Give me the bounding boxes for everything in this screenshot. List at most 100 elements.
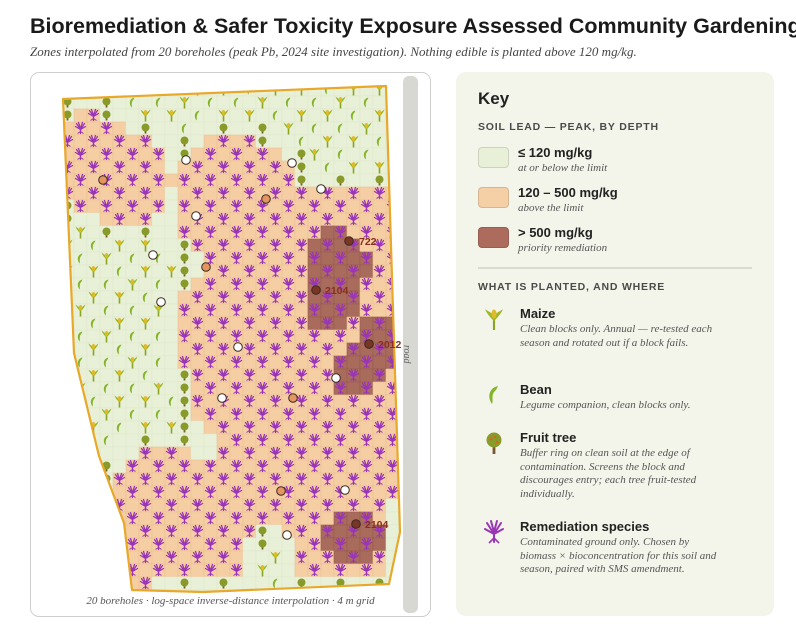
soil-grid-cell <box>73 264 88 279</box>
soil-grid-cell <box>372 251 387 266</box>
soil-grid-cell <box>138 381 153 396</box>
soil-grid-cell <box>164 342 179 357</box>
soil-grid-cell <box>190 199 205 214</box>
soil-grid-cell <box>242 303 257 318</box>
soil-grid-cell <box>86 537 101 552</box>
soil-grid-cell <box>73 134 88 149</box>
maize-icon <box>63 394 74 409</box>
remediation-species-icon <box>63 524 74 538</box>
soil-grid-cell <box>333 86 348 97</box>
soil-grid-cell <box>63 420 75 435</box>
soil-grid-cell <box>268 459 283 474</box>
soil-grid-cell <box>359 95 374 110</box>
soil-grid-cell <box>294 511 309 526</box>
soil-grid-cell <box>294 355 309 370</box>
soil-grid-cell <box>63 524 75 539</box>
soil-grid-cell <box>73 316 88 331</box>
soil-grid-cell <box>73 537 88 552</box>
soil-grid-cell <box>320 563 335 578</box>
soil-grid-cell <box>346 563 361 578</box>
soil-grid-cell <box>203 472 218 487</box>
soil-grid-cell <box>99 186 114 201</box>
soil-grid-cell <box>190 329 205 344</box>
soil-grid-cell <box>333 524 348 539</box>
soil-grid-cell <box>203 186 218 201</box>
remediation-species-icon <box>113 550 126 564</box>
soil-grid-cell <box>372 95 387 110</box>
soil-grid-cell <box>216 381 231 396</box>
soil-grid-cell <box>268 121 283 136</box>
soil-grid-cell <box>385 550 400 565</box>
soil-grid-cell <box>203 160 218 175</box>
swatch-priority <box>478 227 509 248</box>
soil-grid-cell <box>112 329 127 344</box>
soil-grid-cell <box>385 368 400 383</box>
soil-grid-cell <box>190 446 205 461</box>
soil-grid-cell <box>346 407 361 422</box>
soil-grid-cell <box>177 550 192 565</box>
soil-grid-cell <box>281 95 296 110</box>
borehole-marker <box>311 285 321 295</box>
soil-grid-cell <box>216 485 231 500</box>
soil-grid-cell <box>177 498 192 513</box>
soil-grid-cell <box>63 121 75 136</box>
soil-grid-cell <box>112 277 127 292</box>
soil-grid-cell <box>63 238 75 253</box>
soil-grid-cell <box>63 472 75 487</box>
remediation-species-icon <box>87 550 100 564</box>
soil-grid-cell <box>268 524 283 539</box>
soil-grid-cell <box>281 342 296 357</box>
site-boundary <box>61 84 402 594</box>
soil-grid-cell <box>190 433 205 448</box>
soil-grid-cell <box>255 446 270 461</box>
soil-grid-cell <box>99 212 114 227</box>
borehole-marker <box>148 250 158 260</box>
soil-grid-cell <box>86 199 101 214</box>
soil-grid-cell <box>99 368 114 383</box>
soil-grid-cell <box>151 446 166 461</box>
soil-grid-cell <box>203 420 218 435</box>
borehole-marker <box>233 342 243 352</box>
soil-grid-cell <box>63 498 75 513</box>
soil-grid-cell <box>164 95 179 110</box>
soil-grid-cell <box>359 264 374 279</box>
soil-grid-cell <box>281 537 296 552</box>
soil-grid-cell <box>281 498 296 513</box>
soil-grid-cell <box>216 199 231 214</box>
soil-grid-cell <box>73 446 88 461</box>
soil-grid-cell <box>333 316 348 331</box>
swatch-clean <box>478 147 509 168</box>
soil-grid-cell <box>138 511 153 526</box>
borehole-marker <box>364 339 374 349</box>
soil-grid-cell <box>242 86 257 97</box>
borehole-marker <box>191 211 201 221</box>
soil-grid-cell <box>177 108 192 123</box>
soil-grid-cell <box>164 160 179 175</box>
soil-grid-cell <box>86 225 101 240</box>
soil-grid-cell <box>242 381 257 396</box>
soil-grid-cell <box>164 394 179 409</box>
soil-grid-cell <box>242 147 257 162</box>
soil-grid-cell <box>333 550 348 565</box>
soil-grid-cell <box>294 303 309 318</box>
soil-grid-cell <box>99 498 114 513</box>
soil-grid-cell <box>138 303 153 318</box>
soil-grid-cell <box>307 238 322 253</box>
soil-grid-cell <box>281 446 296 461</box>
soil-grid-cell <box>63 485 75 500</box>
key-panel: Key SOIL LEAD — PEAK, BY DEPTH ≤ 120 mg/… <box>456 72 774 616</box>
soil-grid-cell <box>99 238 114 253</box>
soil-grid-cell <box>333 264 348 279</box>
soil-grid-cell <box>164 368 179 383</box>
soil-grid-cell <box>125 342 140 357</box>
soil-grid-cell <box>216 329 231 344</box>
soil-grid-cell <box>112 355 127 370</box>
soil-grid-cell <box>138 199 153 214</box>
borehole-marker <box>344 236 354 246</box>
soil-grid-cell <box>99 524 114 539</box>
soil-grid-cell <box>346 329 361 344</box>
soil-grid-cell <box>307 95 322 110</box>
soil-grid-cell <box>333 212 348 227</box>
borehole-marker <box>316 184 326 194</box>
soil-grid-cell <box>164 277 179 292</box>
